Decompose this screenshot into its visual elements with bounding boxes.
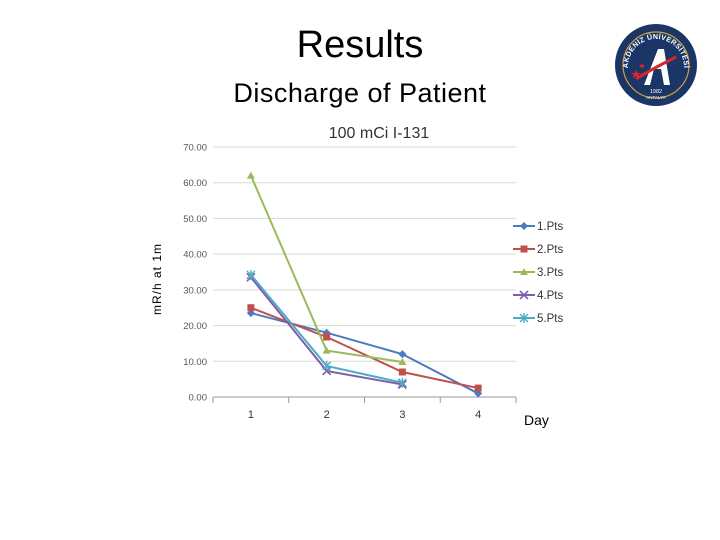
x-axis-label: Day xyxy=(524,412,549,428)
legend-item-4: 4.Pts xyxy=(513,290,563,302)
x-tick-label: 1 xyxy=(248,409,254,421)
legend-label: 3.Pts xyxy=(537,267,563,279)
legend-label: 4.Pts xyxy=(537,290,563,302)
logo-year: 1982 xyxy=(650,89,662,95)
y-tick-label: 50.00 xyxy=(183,214,207,225)
y-tick-label: 60.00 xyxy=(183,178,207,189)
y-tick-label: 20.00 xyxy=(183,321,207,332)
legend-label: 2.Pts xyxy=(537,244,563,256)
y-tick-labels: 0.00 10.00 20.00 30.00 40.00 50.00 60.00 70.00 xyxy=(183,143,207,404)
data-point-2 xyxy=(323,333,331,341)
y-tick-label: 10.00 xyxy=(183,357,207,368)
legend-item-5: 5.Pts xyxy=(513,313,563,325)
slide-title: Results xyxy=(296,24,424,66)
legend-item-1: 1.Pts xyxy=(513,221,563,233)
y-tick-label: 30.00 xyxy=(183,285,207,296)
y-tick-label: 0.00 xyxy=(189,393,208,404)
y-tick-label: 40.00 xyxy=(183,250,207,261)
y-axis-label: mR/h at 1m xyxy=(150,243,164,316)
x-tick-label: 4 xyxy=(475,409,481,421)
data-point-2 xyxy=(247,304,255,312)
slide-subtitle: Discharge of Patient xyxy=(233,78,487,108)
legend-label: 1.Pts xyxy=(537,221,563,233)
legend-item-3: 3.Pts xyxy=(513,267,563,279)
logo-city: ANTALYA xyxy=(646,95,666,100)
x-tick-labels: 1 2 3 4 xyxy=(248,409,481,421)
data-point-3 xyxy=(398,358,407,365)
x-tick-label: 2 xyxy=(324,409,330,421)
legend-marker xyxy=(520,268,528,275)
data-point-5 xyxy=(322,360,332,371)
plot-area xyxy=(246,171,483,398)
x-tick-label: 3 xyxy=(399,409,405,421)
chart-title: 100 mCi I-131 xyxy=(329,125,430,142)
legend-marker xyxy=(520,245,528,253)
university-seal-icon: AKDENİZ ÜNİVERSİTESİ 1982 ANTALYA xyxy=(615,24,697,106)
series-line-2 xyxy=(250,306,479,390)
data-point-5 xyxy=(246,269,256,280)
data-point-2 xyxy=(474,384,482,392)
gridlines xyxy=(212,146,517,403)
legend-marker xyxy=(519,290,529,300)
legend-marker xyxy=(520,222,528,230)
legend: 1.Pts 2.Pts 3.Pts 4.Pts 5.Pts xyxy=(513,221,563,325)
data-point-5 xyxy=(397,377,407,388)
data-point-2 xyxy=(398,368,406,376)
data-point-3 xyxy=(322,346,331,354)
legend-label: 5.Pts xyxy=(537,313,563,325)
legend-marker xyxy=(519,313,529,323)
data-point-3 xyxy=(246,171,255,179)
y-tick-label: 70.00 xyxy=(183,143,207,154)
legend-item-2: 2.Pts xyxy=(513,244,563,256)
data-point-1 xyxy=(398,350,407,359)
